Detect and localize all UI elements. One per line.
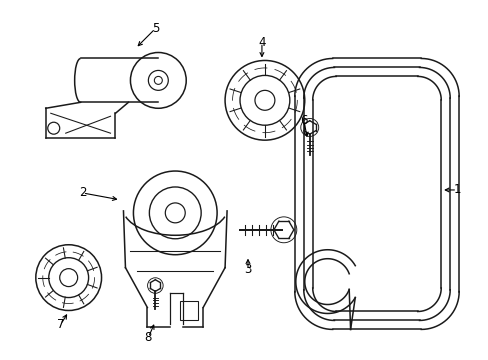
Text: 7: 7 <box>57 318 64 331</box>
Text: 4: 4 <box>258 36 265 49</box>
Bar <box>180 301 198 320</box>
Text: 3: 3 <box>244 263 251 276</box>
Text: 1: 1 <box>452 184 460 197</box>
Text: 2: 2 <box>79 186 86 199</box>
Text: 8: 8 <box>144 331 152 344</box>
Text: 6: 6 <box>300 114 307 127</box>
Text: 5: 5 <box>151 22 159 35</box>
